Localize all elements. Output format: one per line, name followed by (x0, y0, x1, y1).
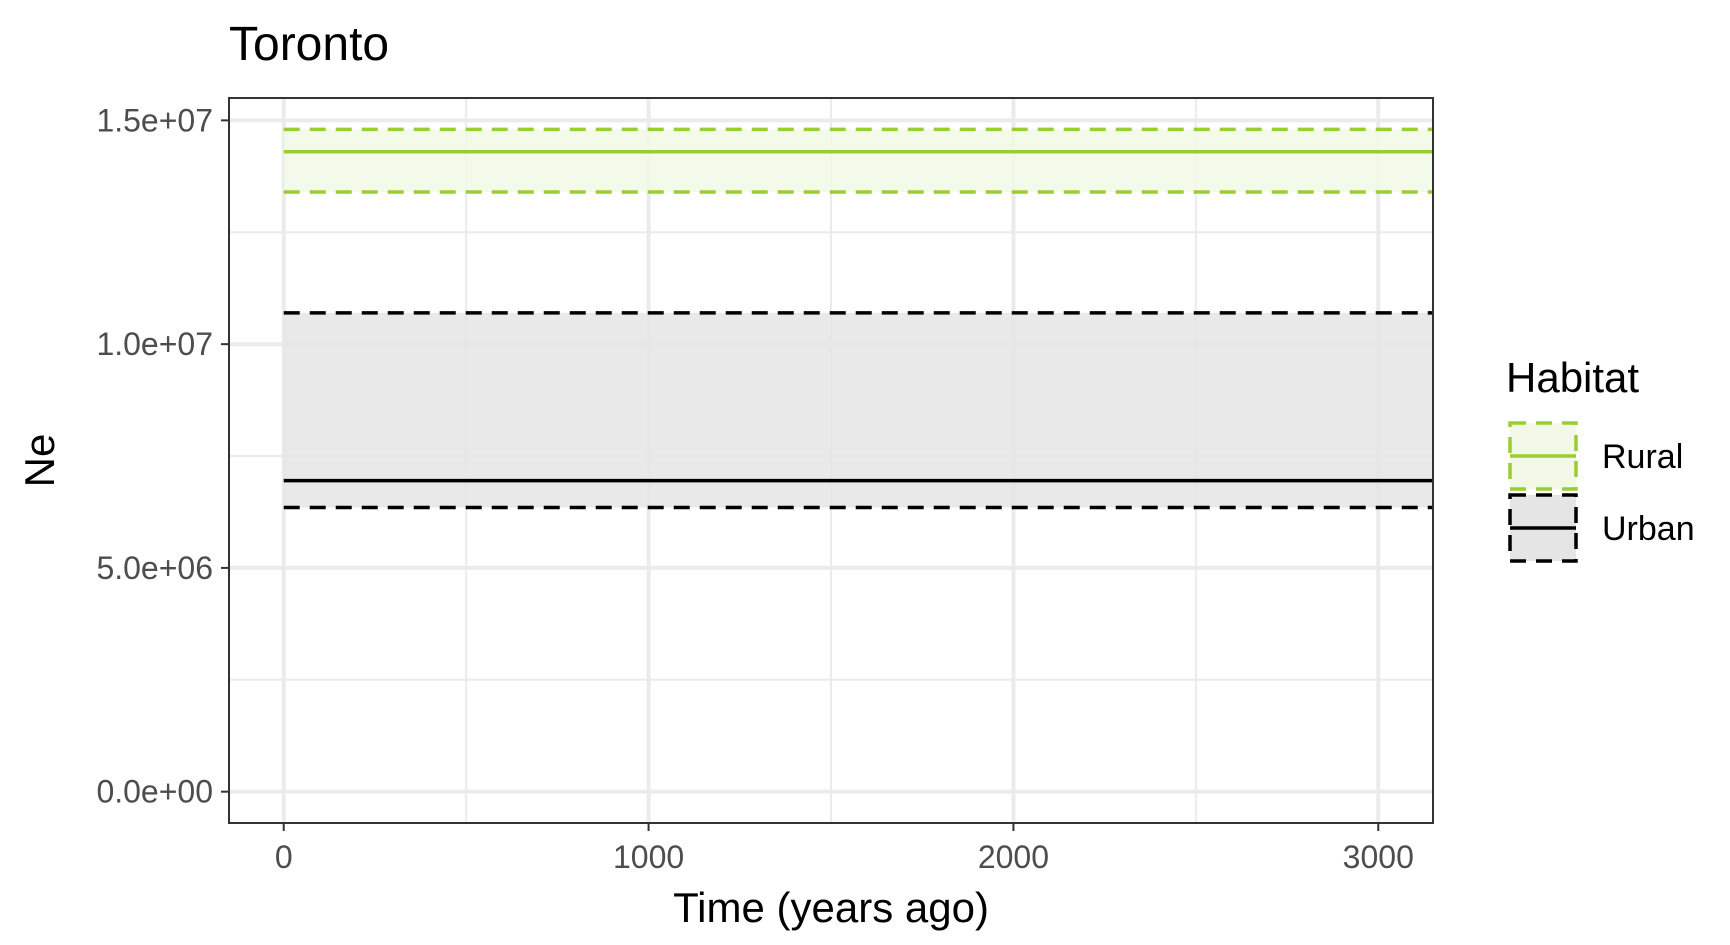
chart-title: Toronto (229, 18, 389, 71)
legend-item-rural: Rural (1508, 421, 1683, 491)
y-tick-label: 0.0e+00 (96, 774, 213, 810)
y-tick-label: 1.0e+07 (96, 326, 213, 362)
x-tick-label: 3000 (1343, 839, 1414, 875)
series-lines (283, 127, 1433, 510)
x-tick-label: 0 (275, 839, 293, 875)
x-tick-label: 2000 (978, 839, 1049, 875)
x-axis-label: Time (years ago) (673, 884, 989, 931)
legend-label-urban: Urban (1602, 510, 1695, 548)
urban-confidence-band (283, 312, 1433, 508)
confidence-bands (283, 129, 1433, 508)
y-tick-label: 5.0e+06 (96, 550, 213, 586)
x-tick-label: 1000 (613, 839, 684, 875)
y-tick-label: 1.5e+07 (96, 102, 213, 138)
axes: 0.0e+00 5.0e+06 1.0e+07 1.5e+07 0 1000 2000 300… (96, 102, 1413, 875)
plot-panel-border (228, 97, 1434, 824)
legend: Habitat Rural Urban (1506, 354, 1695, 563)
y-axis-label: Ne (16, 434, 63, 488)
legend-item-urban: Urban (1508, 493, 1695, 563)
legend-title: Habitat (1506, 354, 1639, 401)
legend-label-rural: Rural (1602, 438, 1683, 476)
rural-confidence-band (283, 129, 1433, 192)
